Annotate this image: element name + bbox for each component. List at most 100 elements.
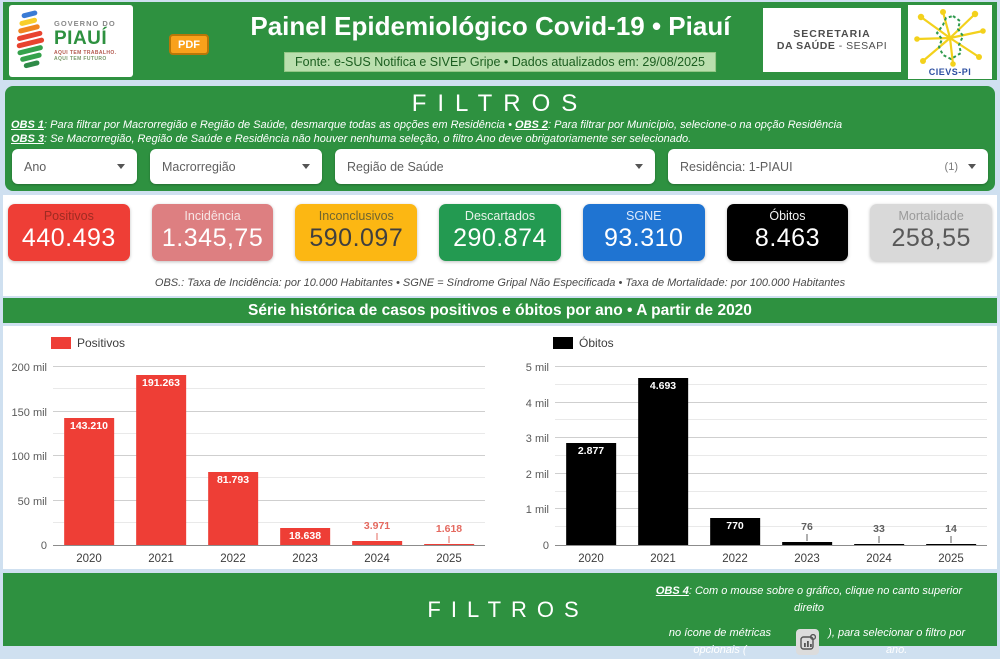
y-axis-tick-label: 100 mil xyxy=(11,451,47,463)
dropdown-residencia-label: Residência: 1-PIAUI xyxy=(680,159,793,174)
bar-value-label: 4.693 xyxy=(649,379,677,392)
y-axis: 0 50 mil 100 mil 150 mil 200 mil xyxy=(9,356,53,552)
secretaria-saude-logo: SECRETARIA DA SAÚDE - SESAPI xyxy=(763,8,901,72)
y-axis-tick-label: 0 xyxy=(40,540,47,552)
bar-value-label: 2.877 xyxy=(577,444,605,457)
kpi-label: Mortalidade xyxy=(898,209,964,223)
dropdown-macrorregiao[interactable]: Macrorregião xyxy=(150,149,322,184)
bar-2025[interactable] xyxy=(424,543,474,545)
dropdown-ano[interactable]: Ano xyxy=(12,149,137,184)
label-leader-line xyxy=(448,535,450,543)
kpi-card-positivos[interactable]: Positivos 440.493 xyxy=(8,204,130,261)
kpi-card-incidencia[interactable]: Incidência 1.345,75 xyxy=(151,204,274,261)
major-gridline xyxy=(555,508,987,510)
obs4-line1: OBS 4: Com o mouse sobre o gráfico, cliq… xyxy=(655,585,963,614)
kpi-label: Inconclusivos xyxy=(318,209,394,223)
kpi-label: SGNE xyxy=(626,209,662,223)
bar-2021[interactable] xyxy=(136,374,186,545)
bar-value-label: 14 xyxy=(945,522,957,535)
minor-gridline xyxy=(555,490,987,492)
bar-value-label: 770 xyxy=(726,519,744,532)
legend-swatch-obitos xyxy=(553,337,573,349)
kpi-card-sgne[interactable]: SGNE 93.310 xyxy=(582,204,705,261)
kpi-value: 258,55 xyxy=(891,224,971,252)
minor-gridline xyxy=(555,383,987,385)
y-axis-tick-label: 1 mil xyxy=(525,504,549,517)
y-axis-tick-label: 200 mil xyxy=(11,362,47,374)
kpi-card-obitos[interactable]: Óbitos 8.463 xyxy=(726,204,849,261)
x-axis-tick-label: 2021 xyxy=(148,553,174,565)
footer-obs4: OBS 4: Com o mouse sobre o gráfico, cliq… xyxy=(649,583,969,659)
y-axis-tick-label: 5 mil xyxy=(525,362,549,374)
minor-gridline xyxy=(555,455,987,456)
minor-gridline xyxy=(53,477,485,479)
bar-2024[interactable] xyxy=(352,541,402,545)
legend-label: Óbitos xyxy=(579,336,614,350)
obs1-label: OBS 1 xyxy=(11,119,45,131)
section-title-banner: Série histórica de casos positivos e óbi… xyxy=(3,298,997,323)
kpi-value: 290.874 xyxy=(453,224,547,252)
positivos-bar-chart[interactable]: Positivos 0 50 mil 100 mil 150 mil 200 mil 1… xyxy=(9,332,485,569)
kpi-row: Positivos 440.493 Incidência 1.345,75 In… xyxy=(8,204,993,261)
x-axis-tick-label: 2023 xyxy=(292,553,318,565)
kpi-value: 1.345,75 xyxy=(161,224,264,252)
x-axis-tick-label: 2021 xyxy=(650,553,676,565)
major-gridline xyxy=(555,437,987,439)
bar-value-label: 3.971 xyxy=(363,520,391,533)
bar-2020[interactable] xyxy=(64,417,114,545)
dropdown-regiao-de-saude[interactable]: Região de Saúde xyxy=(335,149,655,184)
filters-panel: FILTROS OBS 1: Para filtrar por Macrorre… xyxy=(5,86,995,191)
bar-value-label: 18.638 xyxy=(288,530,322,543)
label-leader-line xyxy=(950,535,952,543)
major-gridline xyxy=(555,472,987,474)
x-axis-tick-label: 2020 xyxy=(76,553,102,565)
chevron-down-icon xyxy=(117,164,125,169)
dropdown-macrorregiao-label: Macrorregião xyxy=(162,159,236,174)
secretaria-line2: DA SAÚDE - SESAPI xyxy=(776,40,888,52)
bar-2022[interactable] xyxy=(208,472,258,545)
label-leader-line xyxy=(376,533,378,541)
plot-area: 2.877 2020 4.693 2021 770 2022 76 2023 33 2024 14 2… xyxy=(555,356,987,565)
kpi-card-mortalidade[interactable]: Mortalidade 258,55 xyxy=(870,204,993,261)
bar-2020[interactable] xyxy=(566,442,616,545)
bar-2023[interactable] xyxy=(280,528,330,545)
bar-2023[interactable] xyxy=(782,542,832,545)
filters-title: FILTROS xyxy=(411,90,589,117)
pdf-button[interactable]: PDF xyxy=(169,34,209,55)
filters-obs-line-2: OBS 3: Se Macrorregião, Região de Saúde … xyxy=(11,133,692,145)
bar-2022[interactable] xyxy=(710,517,760,545)
bar-2025[interactable] xyxy=(926,543,976,545)
x-axis-tick-label: 2023 xyxy=(794,553,820,565)
cievs-label: CIEVS-PI xyxy=(928,67,972,77)
secretaria-line1: SECRETARIA xyxy=(793,28,871,40)
kpi-card-descartados[interactable]: Descartados 290.874 xyxy=(439,204,561,261)
y-axis-tick-label: 3 mil xyxy=(525,433,549,446)
x-axis-tick-label: 2025 xyxy=(436,553,462,565)
y-axis-tick-label: 4 mil xyxy=(525,397,549,410)
bar-value-label: 33 xyxy=(873,522,885,535)
minor-gridline xyxy=(555,419,987,421)
optional-metrics-icon[interactable] xyxy=(795,629,820,655)
major-gridline xyxy=(53,366,485,367)
x-axis-tick-label: 2025 xyxy=(938,553,964,565)
kpi-card-inconclusivos[interactable]: Inconclusivos 590.097 xyxy=(295,204,418,261)
minor-gridline xyxy=(53,521,485,523)
kpi-value: 590.097 xyxy=(309,224,404,252)
x-axis-tick-label: 2022 xyxy=(220,553,246,565)
bar-2024[interactable] xyxy=(854,543,904,545)
kpi-label: Incidência xyxy=(184,209,241,223)
major-gridline xyxy=(53,410,485,412)
bar-value-label: 143.210 xyxy=(70,419,108,432)
filters-obs-line-1: OBS 1: Para filtrar por Macrorregião e R… xyxy=(11,119,843,131)
minor-gridline xyxy=(555,526,987,528)
dropdown-regiao-label: Região de Saúde xyxy=(347,159,444,174)
dropdown-residencia[interactable]: Residência: 1-PIAUI (1) xyxy=(668,149,988,184)
x-axis-tick-label: 2022 xyxy=(722,553,748,565)
kpi-label: Óbitos xyxy=(769,209,806,223)
y-axis-tick-label: 0 xyxy=(542,540,549,552)
data-source-note: Fonte: e-SUS Notifica e SIVEP Gripe • Da… xyxy=(284,52,716,72)
major-gridline xyxy=(555,401,987,403)
bar-2021[interactable] xyxy=(638,377,688,545)
y-axis-tick-label: 150 mil xyxy=(11,406,47,419)
